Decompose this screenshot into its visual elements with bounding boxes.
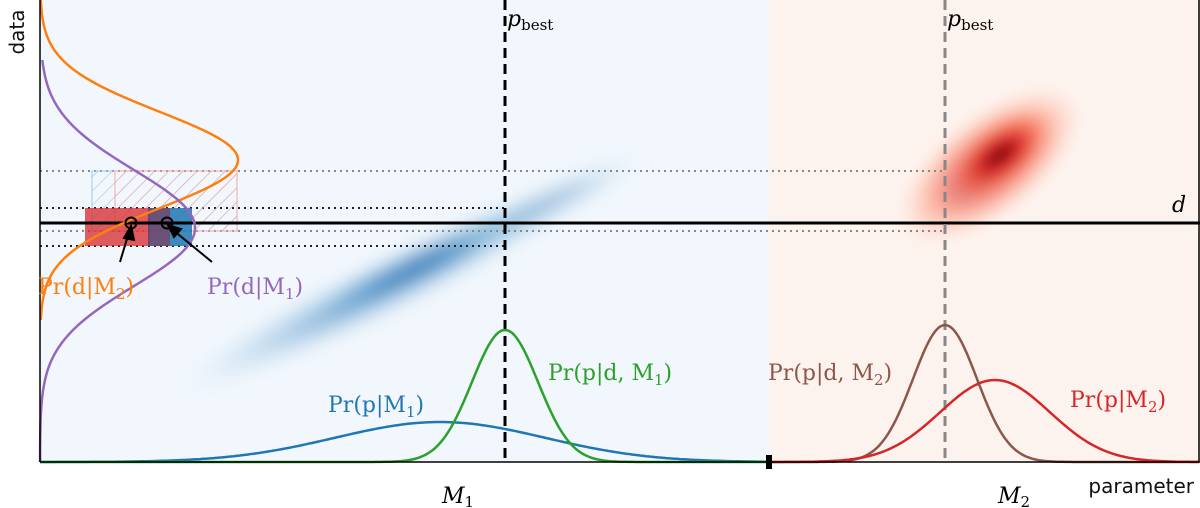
y-axis-label: data [5, 9, 29, 54]
prior-label-M1: Pr(p|M1) [328, 393, 424, 421]
evidence-label-M2: Pr(d|M2) [38, 275, 134, 303]
prior-curve-M2 [769, 378, 1199, 464]
evidence-marker-M1 [160, 216, 174, 230]
axes [39, 0, 1200, 463]
prior-label-M2: Pr(p|M2) [1070, 388, 1166, 416]
annotation-arrows [119, 223, 213, 263]
posterior-label-M1: Pr(p|d, M1) [548, 361, 672, 389]
joint-density-M1 [172, 155, 645, 394]
model-divider-tick [766, 455, 772, 469]
posterior-label-M2: Pr(p|d, M2) [768, 361, 892, 389]
x-axis-label: parameter [1088, 474, 1194, 498]
panel-model-2 [769, 0, 1200, 462]
model-label-M2: M2 [997, 484, 1030, 508]
model-label-M1: M1 [441, 484, 474, 508]
pbest-label-M1: pbest [507, 7, 553, 34]
data-label-d: d [1172, 193, 1186, 218]
pbest-label-M2: pbest [947, 7, 993, 34]
evidence-label-M1: Pr(d|M1) [207, 275, 303, 303]
joint-density-M2 [897, 85, 1083, 245]
evidence-curve-M1 [38, 59, 197, 463]
evidence-curve-M2 [39, 0, 240, 321]
